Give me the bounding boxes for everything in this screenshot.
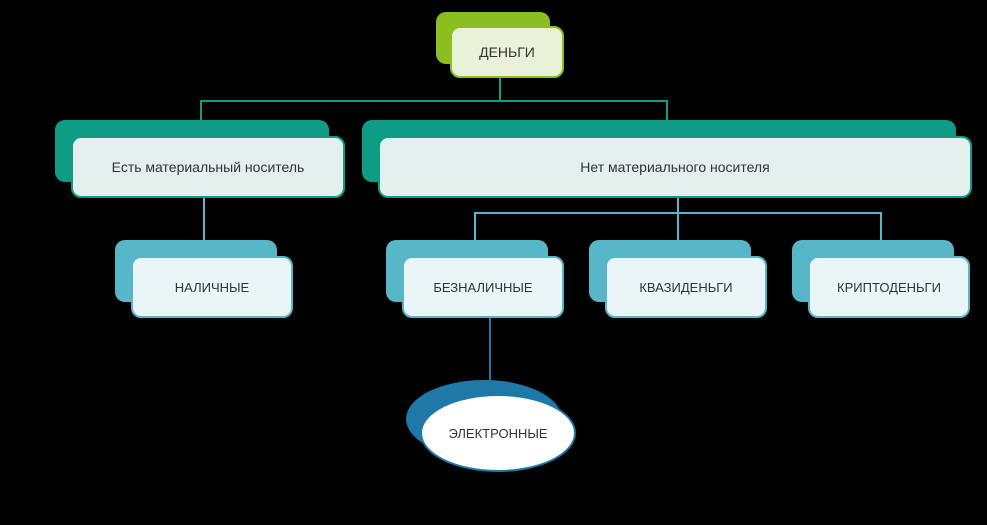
node-crypto: КРИПТОДЕНЬГИ — [792, 240, 970, 318]
node-immaterial-label: Нет материального носителя — [580, 159, 769, 175]
node-crypto-label: КРИПТОДЕНЬГИ — [837, 280, 941, 295]
node-material-label: Есть материальный носитель — [112, 159, 305, 175]
edge-immaterial-to-crypto — [880, 212, 882, 242]
node-quasi-label: КВАЗИДЕНЬГИ — [639, 280, 732, 295]
node-root: ДЕНЬГИ — [436, 12, 564, 78]
node-noncash: БЕЗНАЛИЧНЫЕ — [386, 240, 564, 318]
edge-root-to-material — [200, 100, 202, 122]
node-cash-label: НАЛИЧНЫЕ — [175, 280, 249, 295]
node-immaterial: Нет материального носителя — [362, 120, 972, 198]
edge-root-span — [200, 100, 668, 102]
edge-root-to-immaterial — [666, 100, 668, 122]
node-cash: НАЛИЧНЫЕ — [115, 240, 293, 318]
edge-immaterial-to-quasi — [677, 212, 679, 242]
node-root-label: ДЕНЬГИ — [479, 44, 535, 60]
node-electronic-label: ЭЛЕКТРОННЫЕ — [448, 426, 547, 441]
node-quasi: КВАЗИДЕНЬГИ — [589, 240, 767, 318]
node-material: Есть материальный носитель — [55, 120, 345, 198]
edge-immaterial-to-noncash — [474, 212, 476, 242]
edge-root-down — [499, 78, 501, 100]
node-electronic: ЭЛЕКТРОННЫЕ — [406, 380, 576, 472]
node-noncash-label: БЕЗНАЛИЧНЫЕ — [433, 280, 532, 295]
edge-noncash-to-electronic — [489, 318, 491, 382]
edge-immaterial-down — [677, 198, 679, 212]
edge-material-to-cash — [203, 198, 205, 242]
